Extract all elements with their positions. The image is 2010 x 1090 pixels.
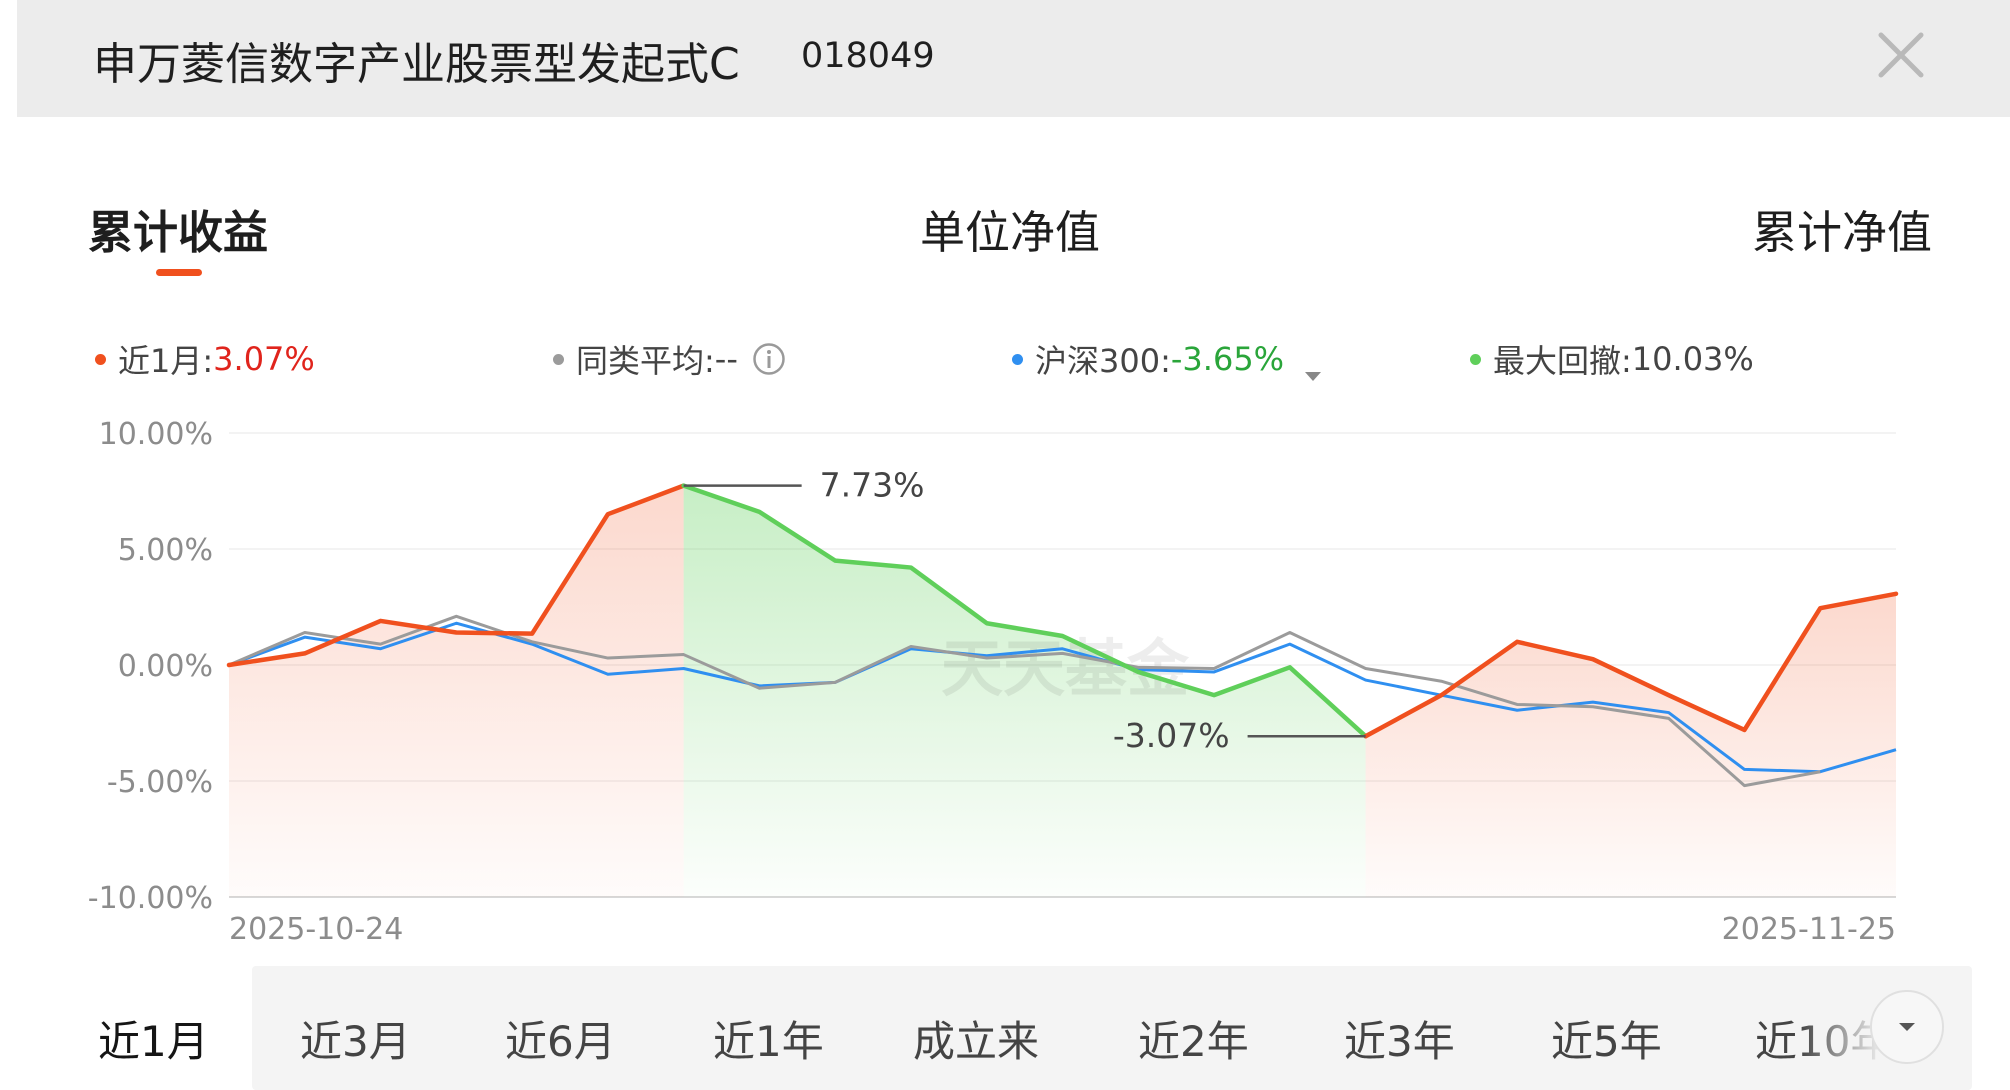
header-bar: 申万菱信数字产业股票型发起式C 018049 <box>17 0 2010 117</box>
active-tab-indicator <box>156 269 202 276</box>
return-chart[interactable]: 天天基金 7.73%-3.07% 10.00%5.00%0.00%-5.00%-… <box>0 400 2010 960</box>
legend-label: 同类平均: <box>576 336 715 382</box>
y-tick-label: -5.00% <box>107 765 213 800</box>
fund-area-post <box>1366 594 1896 897</box>
x-end-label: 2025-11-25 <box>1722 912 1896 947</box>
trough-label: -3.07% <box>1113 716 1230 755</box>
fund-name: 申万菱信数字产业股票型发起式C <box>93 28 740 92</box>
period-option[interactable]: 近2年 <box>1138 1008 1249 1069</box>
legend-dot-csi300 <box>1012 354 1023 365</box>
chevron-down-icon[interactable] <box>1870 990 1944 1064</box>
legend-value: 10.03% <box>1632 340 1754 378</box>
fund-code: 018049 <box>801 36 935 76</box>
legend-csi300[interactable]: 沪深300: -3.65% <box>1012 336 1322 382</box>
y-tick-label: 0.00% <box>118 649 213 684</box>
tab-cumulative-return[interactable]: 累计收益 <box>88 196 268 261</box>
info-icon[interactable] <box>752 342 786 376</box>
period-option[interactable]: 近3年 <box>1344 1008 1455 1069</box>
caret-down-icon[interactable] <box>1304 353 1322 365</box>
period-option[interactable]: 近3月 <box>300 1008 411 1069</box>
close-icon[interactable] <box>1876 30 1926 80</box>
y-tick-label: 5.00% <box>118 533 213 568</box>
legend-dot-drawdown <box>1470 354 1481 365</box>
tab-unit-nav[interactable]: 单位净值 <box>920 196 1100 261</box>
y-tick-label: 10.00% <box>99 417 213 452</box>
peak-label: 7.73% <box>820 466 925 505</box>
period-option[interactable]: 成立来 <box>913 1008 1039 1069</box>
y-tick-label: -10.00% <box>88 881 213 916</box>
period-option[interactable]: 近1年 <box>713 1008 824 1069</box>
legend-value: -3.65% <box>1171 340 1284 378</box>
legend-dot-peer <box>553 354 564 365</box>
fund-area-pre <box>229 486 684 897</box>
legend-dot-fund <box>95 354 106 365</box>
legend-label: 最大回撤: <box>1493 336 1632 382</box>
period-option[interactable]: 近1月 <box>98 1008 209 1069</box>
period-option[interactable]: 近5年 <box>1551 1008 1662 1069</box>
x-start-label: 2025-10-24 <box>229 912 403 947</box>
period-option[interactable]: 近6月 <box>505 1008 616 1069</box>
legend-value: 3.07% <box>213 340 315 378</box>
tab-cumulative-nav[interactable]: 累计净值 <box>1752 196 1932 261</box>
legend-label: 近1月: <box>118 336 213 382</box>
legend-max-drawdown[interactable]: 最大回撤: 10.03% <box>1470 336 1754 382</box>
legend-peer-average[interactable]: 同类平均: -- <box>553 336 786 382</box>
legend-fund[interactable]: 近1月: 3.07% <box>95 336 315 382</box>
legend-label: 沪深300: <box>1035 336 1171 382</box>
legend-value: -- <box>715 340 738 378</box>
